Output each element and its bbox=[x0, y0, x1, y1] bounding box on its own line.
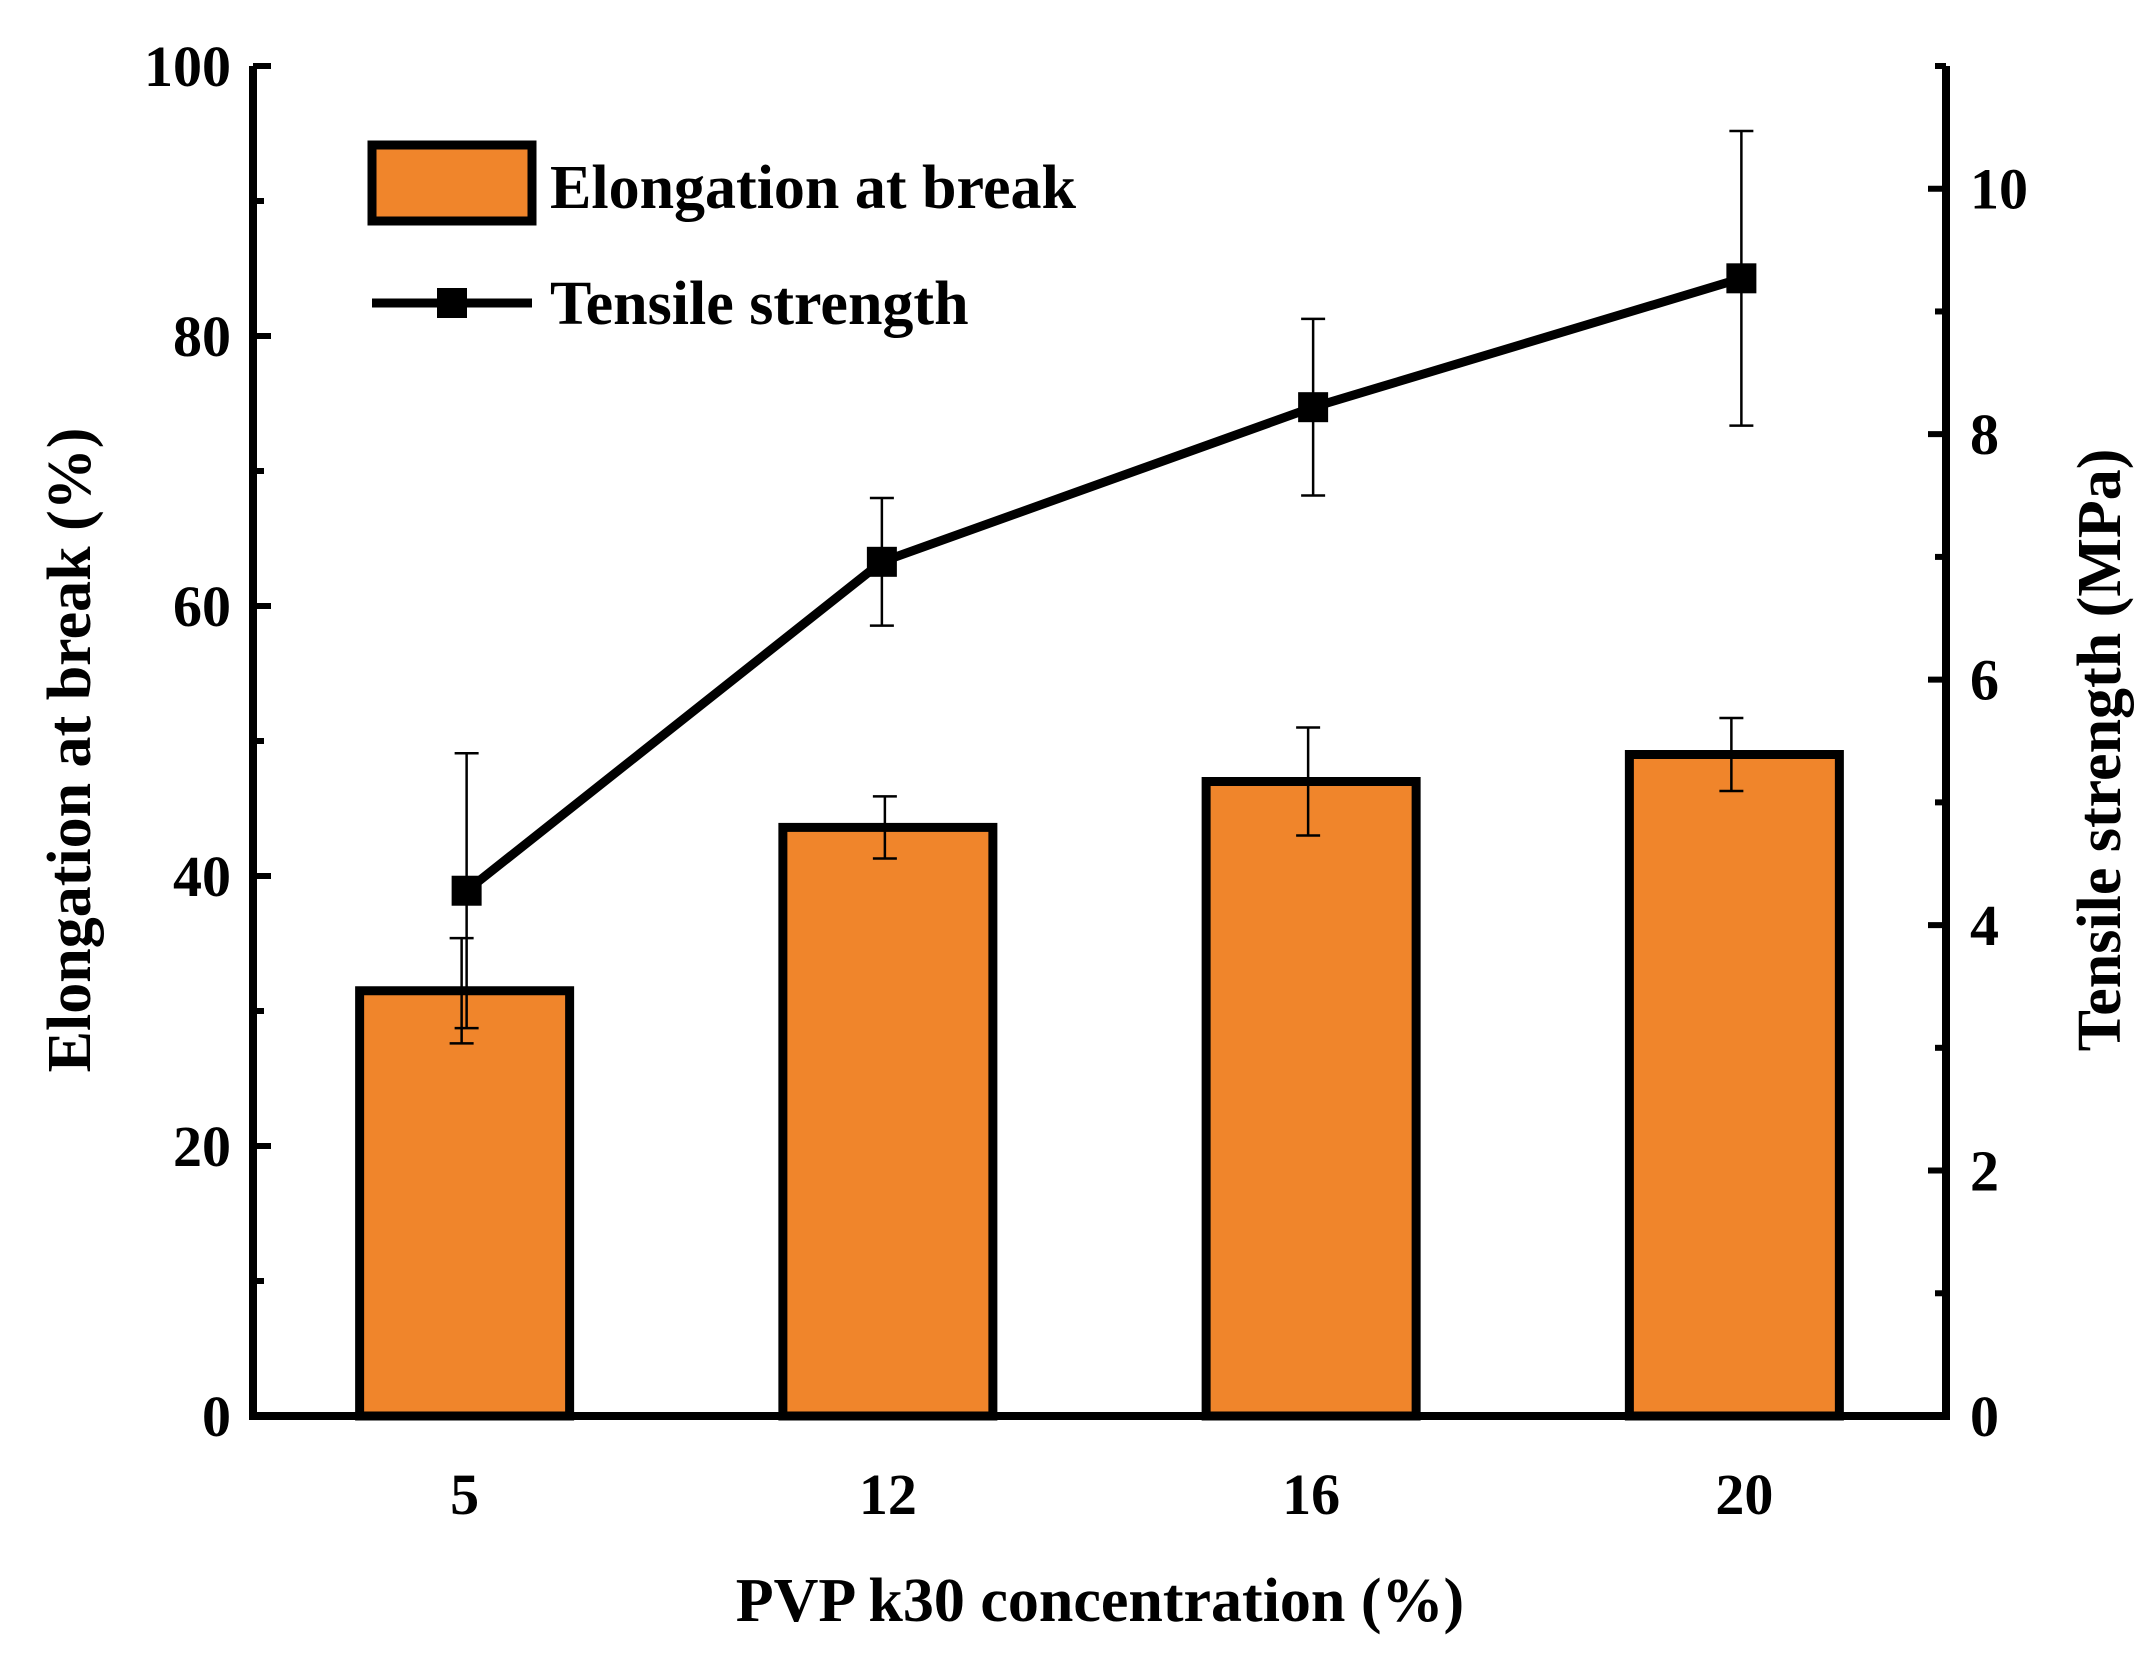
tensile-strength-line bbox=[463, 274, 1743, 895]
legend-label-tensile: Tensile strength bbox=[550, 270, 969, 338]
legend-label-elongation: Elongation at break bbox=[550, 154, 1076, 222]
right-tick-label-4: 4 bbox=[1970, 893, 1999, 958]
plot-area bbox=[355, 129, 1844, 1421]
bar-error-bar-16 bbox=[1296, 726, 1321, 837]
bar-12 bbox=[778, 822, 998, 1421]
tensile-point-5 bbox=[451, 875, 482, 906]
right-tick-label-2: 2 bbox=[1970, 1139, 1999, 1204]
left-tick-label-80: 80 bbox=[173, 304, 231, 369]
bar-error-bar-12 bbox=[872, 795, 897, 860]
x-tick-label-16: 16 bbox=[1282, 1462, 1340, 1527]
legend-square-marker bbox=[437, 288, 467, 318]
left-tick-label-60: 60 bbox=[173, 574, 231, 639]
bar-16 bbox=[1201, 777, 1421, 1421]
left-tick-label-40: 40 bbox=[173, 844, 231, 909]
tensile-point-12 bbox=[866, 546, 897, 577]
tensile-point-20 bbox=[1726, 263, 1757, 294]
left-tick-label-0: 0 bbox=[202, 1384, 231, 1449]
right-tick-label-6: 6 bbox=[1970, 648, 1999, 713]
right-tick-label-10: 10 bbox=[1970, 157, 2028, 222]
x-axis-title: PVP k30 concentration (%) bbox=[736, 1567, 1464, 1635]
left-axis-title: Elongation at break (%) bbox=[36, 428, 104, 1073]
bar-error-bar-5 bbox=[449, 936, 474, 1045]
bar-20 bbox=[1624, 750, 1844, 1421]
tensile-point-16 bbox=[1298, 392, 1329, 423]
left-tick-label-20: 20 bbox=[173, 1114, 231, 1179]
x-tick-label-20: 20 bbox=[1715, 1462, 1773, 1527]
axes: 0 20 40 60 80 100 0 2 4 6 8 10 5 12 16 20 bbox=[144, 34, 2028, 1527]
x-tick-label-5: 5 bbox=[450, 1462, 479, 1527]
right-tick-label-8: 8 bbox=[1970, 402, 1999, 467]
legend-bar-swatch bbox=[367, 140, 537, 226]
x-tick-label-12: 12 bbox=[859, 1462, 917, 1527]
right-tick-label-0: 0 bbox=[1970, 1384, 1999, 1449]
legend: Elongation at break Tensile strength bbox=[367, 140, 1076, 338]
right-axis-title: Tensile strength (MPa) bbox=[2066, 449, 2134, 1052]
bar-error-bar-20 bbox=[1719, 716, 1744, 793]
bar-5 bbox=[355, 986, 575, 1421]
left-tick-label-100: 100 bbox=[144, 34, 231, 99]
